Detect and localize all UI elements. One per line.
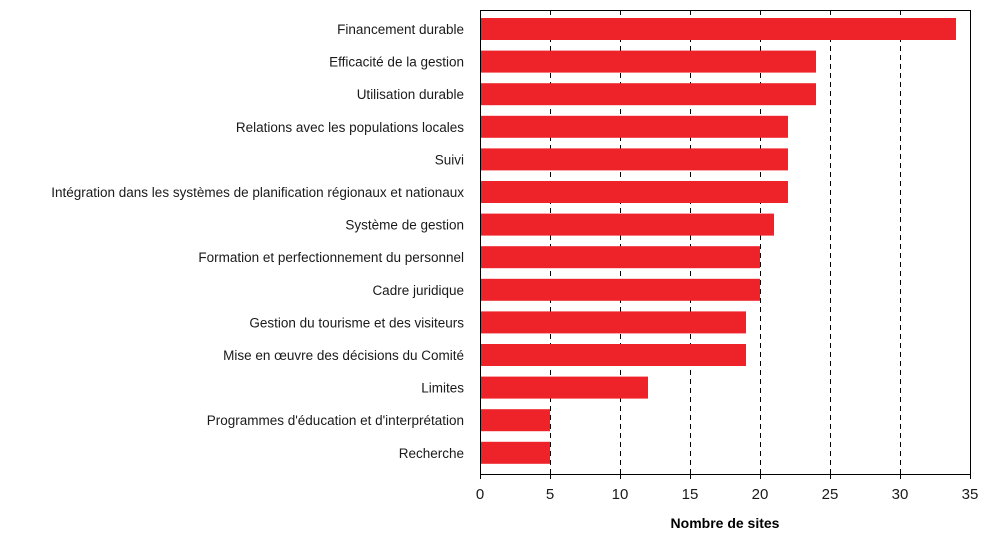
bar (481, 148, 788, 171)
x-tick-label: 0 (476, 486, 484, 503)
x-tick-label: 35 (962, 486, 979, 503)
x-tick-label: 25 (822, 486, 839, 503)
category-labels: Financement durable Efficacité de la gest… (51, 22, 464, 461)
category-label: Formation et perfectionnement du personn… (198, 250, 464, 265)
category-label: Système de gestion (345, 218, 464, 233)
category-label: Suivi (435, 152, 464, 167)
grid-lines (550, 10, 901, 474)
plot-frame (480, 10, 971, 475)
category-label: Recherche (399, 446, 464, 461)
bar (481, 50, 816, 73)
bar (481, 409, 550, 432)
category-label: Financement durable (337, 22, 464, 37)
bar (481, 115, 788, 138)
category-label: Utilisation durable (357, 87, 464, 102)
x-axis-ticks: 0 5 10 15 20 25 30 35 (476, 474, 979, 503)
bar (481, 441, 550, 464)
bars (481, 18, 956, 464)
category-label: Limites (421, 381, 464, 396)
bar (481, 18, 956, 40)
category-label: Cadre juridique (372, 283, 464, 298)
bar (481, 278, 760, 301)
bar (481, 181, 788, 203)
category-label: Mise en œuvre des décisions du Comité (223, 348, 464, 363)
x-tick-label: 15 (682, 486, 699, 503)
x-axis-title: Nombre de sites (671, 515, 780, 531)
bar (481, 344, 746, 366)
x-tick-label: 30 (892, 486, 909, 503)
x-tick-label: 10 (612, 486, 629, 503)
bar (481, 83, 816, 106)
category-label: Intégration dans les systèmes de planifi… (51, 185, 464, 200)
bar (481, 376, 648, 399)
bar (481, 213, 774, 236)
category-label: Programmes d'éducation et d'interprétati… (207, 413, 464, 428)
category-label: Efficacité de la gestion (329, 55, 464, 70)
bar (481, 246, 760, 269)
category-label: Gestion du tourisme et des visiteurs (249, 315, 464, 330)
x-tick-label: 20 (752, 486, 769, 503)
bar (481, 311, 746, 334)
category-label: Relations avec les populations locales (236, 120, 464, 135)
x-tick-label: 5 (546, 486, 554, 503)
